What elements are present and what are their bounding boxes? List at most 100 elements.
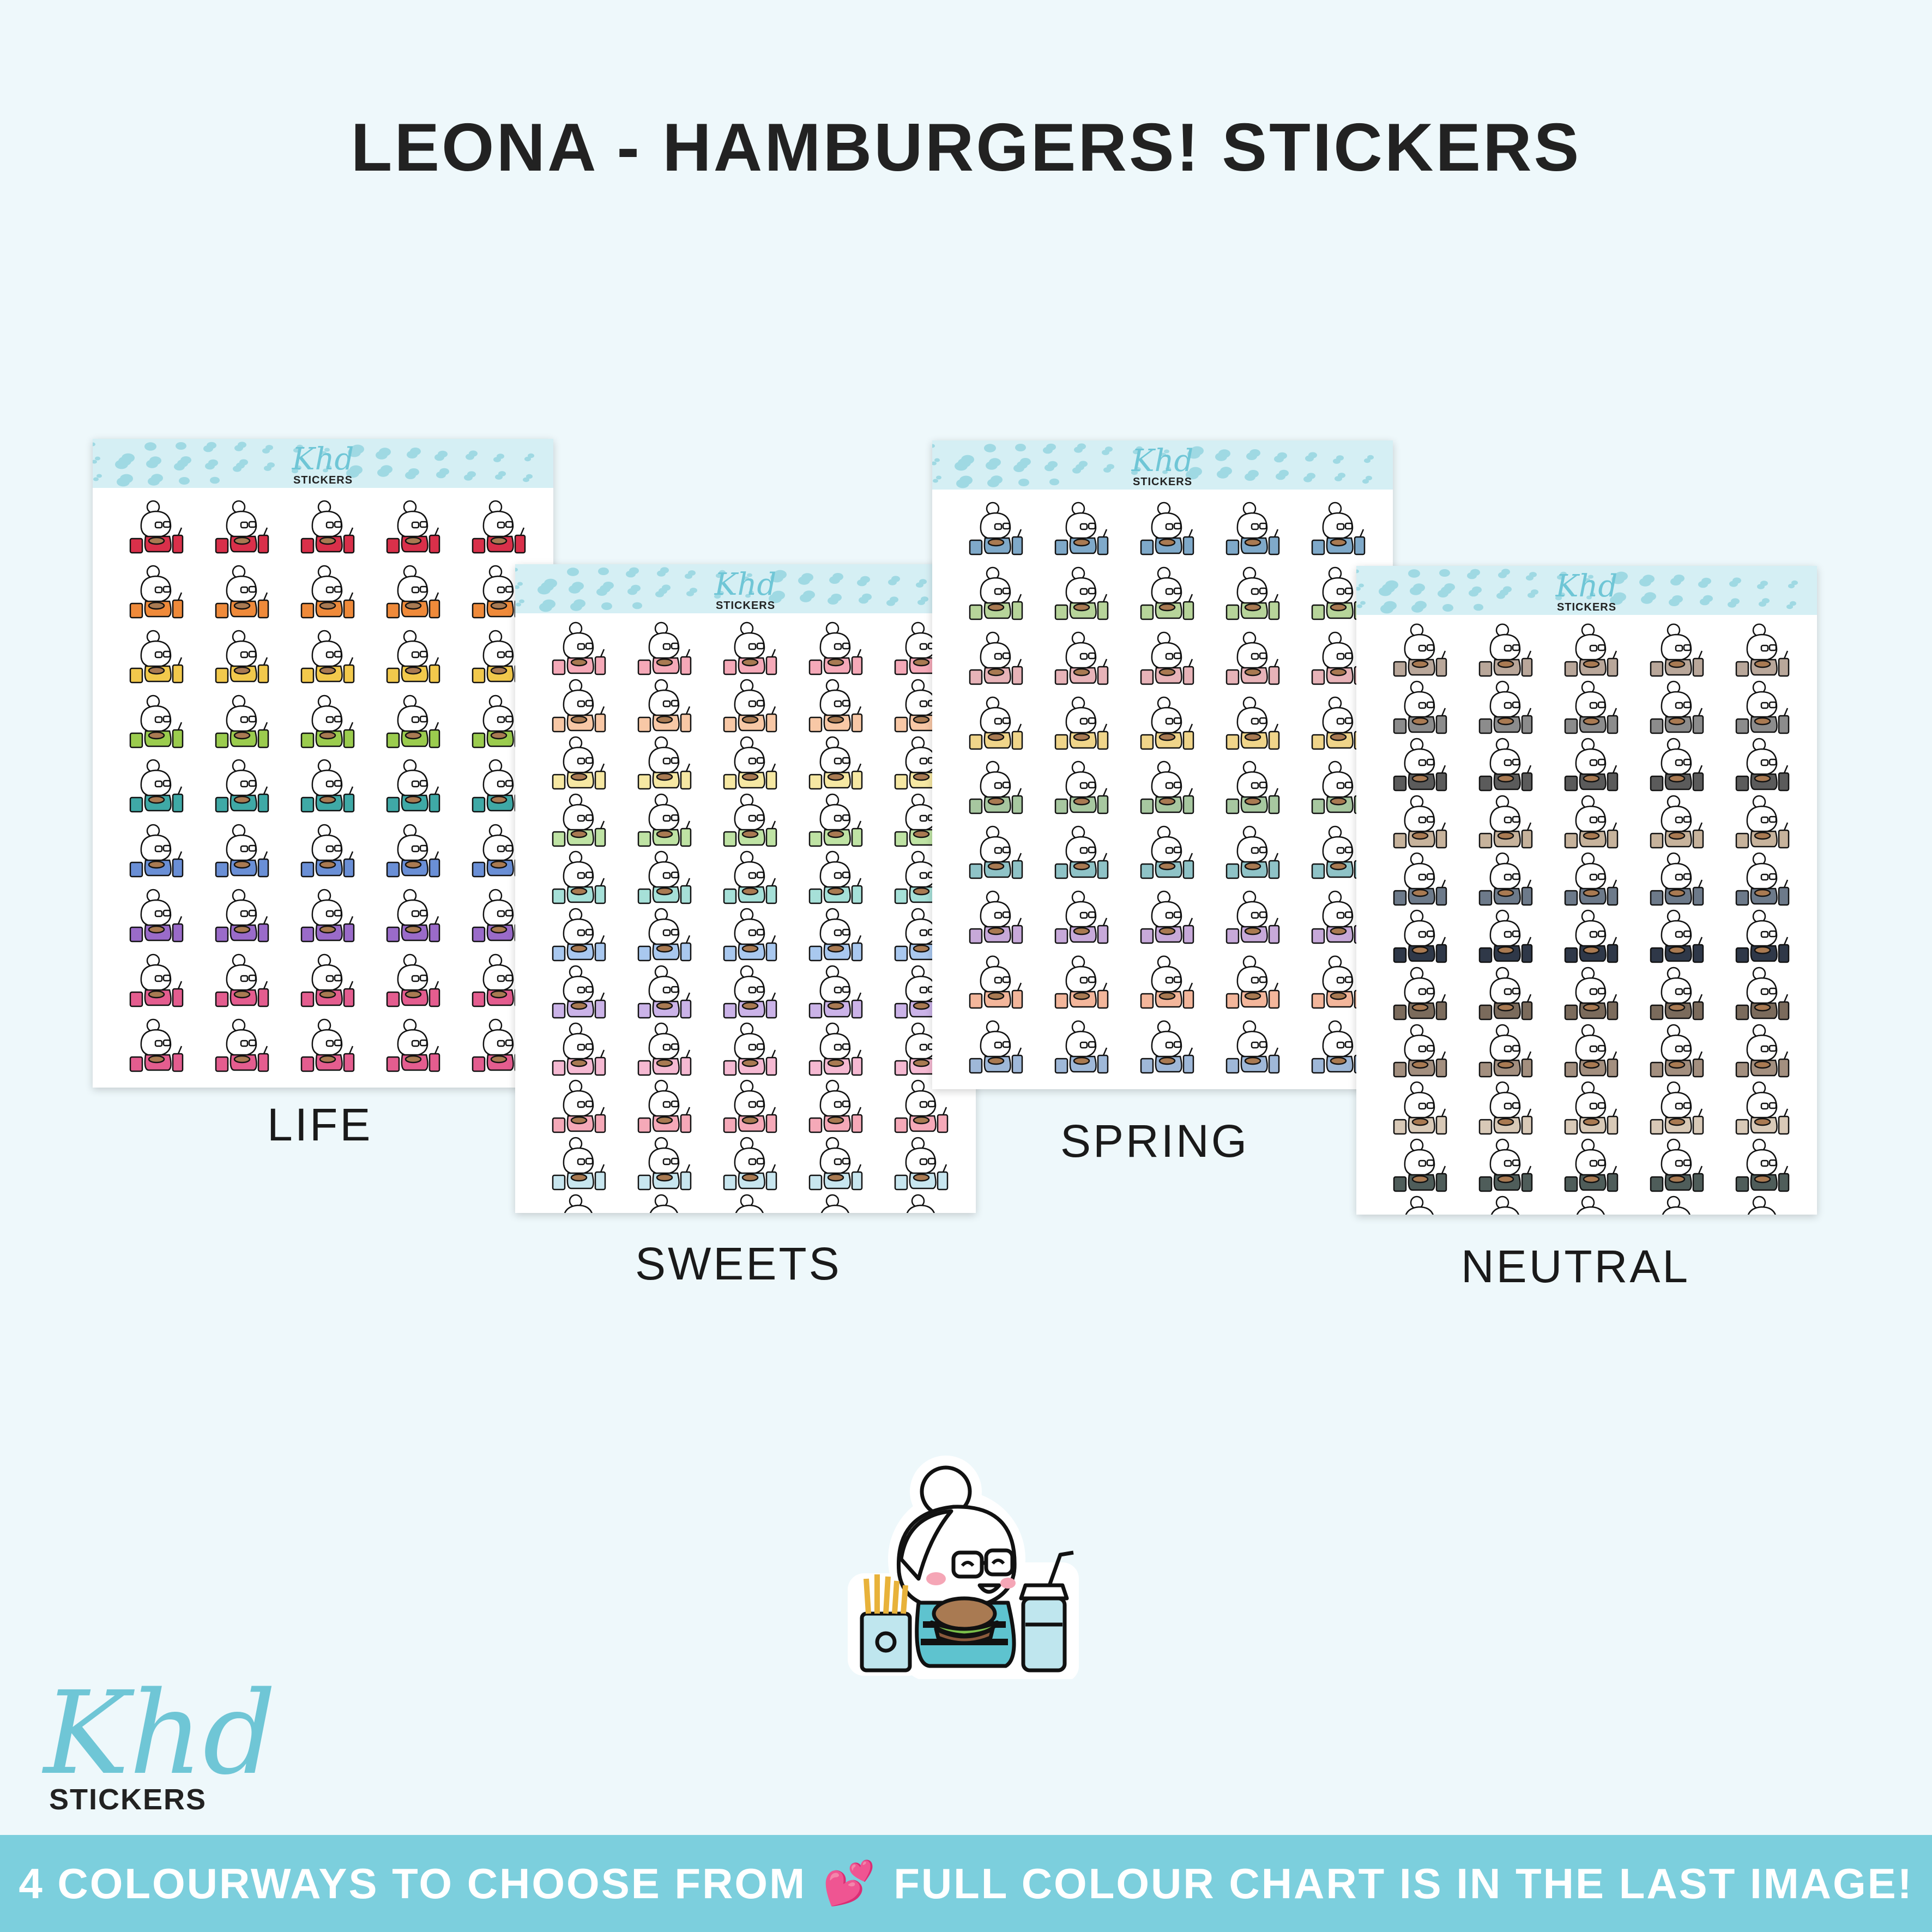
mini-sticker-icon [1393,738,1447,792]
mini-sticker-icon [300,565,354,619]
sticker-cell [794,1191,879,1213]
sticker-sheet-spring: Khd STICKERS [932,440,1393,1089]
mini-sticker-icon [1140,761,1194,814]
sticker-cell [1720,1021,1806,1078]
sticker-cell [623,848,708,905]
sticker-cell [879,962,965,1019]
sticker-cell [1040,884,1125,949]
sticker-cell [114,623,200,688]
sticker-cell [1040,754,1125,819]
sticker-cell [200,882,286,947]
sticker-cell [1125,754,1211,819]
mini-sticker-icon [1490,1196,1519,1215]
mini-sticker-icon [552,736,606,790]
sticker-grid [537,619,965,1213]
mini-sticker-icon [215,500,269,554]
mini-sticker-icon [552,850,606,904]
sticker-cell [1211,884,1296,949]
mini-sticker-icon [1478,1024,1532,1078]
sticker-cell [457,882,542,947]
sticker-cell [1211,690,1296,754]
mini-sticker-icon [969,1020,1023,1074]
mini-sticker-icon [552,679,606,733]
sticker-cell [708,1077,794,1134]
mini-sticker-icon [386,824,440,878]
sticker-cell [114,817,200,882]
bottom-banner: 4 COLOURWAYS TO CHOOSE FROM 💕 FULL COLOU… [0,1835,1932,1932]
sticker-cell [623,1019,708,1077]
heart-icon: 💕 [823,1859,878,1907]
sticker-cell [1040,690,1125,754]
banner-text-right: FULL COLOUR CHART IS IN THE LAST IMAGE! [893,1859,1913,1907]
mini-sticker-icon [1650,967,1704,1021]
mini-sticker-icon [129,889,183,943]
mini-sticker-icon [215,889,269,943]
sticker-cell [1720,849,1806,907]
mini-sticker-icon [1650,852,1704,906]
sticker-cell [371,817,457,882]
sticker-cell [537,676,623,733]
mini-sticker-icon [1650,738,1704,792]
mini-sticker-icon [300,695,354,748]
sticker-cell [1378,1136,1464,1193]
mini-sticker-icon [637,1137,691,1191]
sticker-cell [708,790,794,848]
sticker-cell [794,905,879,962]
mini-sticker-icon [808,736,862,790]
sticker-cell [1720,964,1806,1021]
mini-sticker-icon [1225,955,1279,1009]
mini-sticker-icon [1735,852,1789,906]
mini-sticker-icon [1478,1081,1532,1135]
mini-sticker-icon [820,1194,849,1213]
sticker-grid [954,495,1382,1078]
sticker-cell [1635,1021,1720,1078]
sticker-cell [623,1191,708,1213]
sticker-cell [708,676,794,733]
mini-sticker-icon [1564,1024,1618,1078]
mini-sticker-icon [386,500,440,554]
sticker-cell [1635,1193,1720,1215]
mini-sticker-icon [969,502,1023,556]
sticker-cell [708,733,794,790]
mini-sticker-icon [300,630,354,683]
mini-sticker-icon [215,565,269,619]
mini-sticker-icon [969,631,1023,685]
mini-sticker-icon [1054,891,1108,944]
sticker-cell [1464,792,1549,849]
mini-sticker-icon [969,826,1023,879]
sticker-cell [794,733,879,790]
mini-sticker-icon [1478,795,1532,849]
sticker-cell [286,493,371,558]
sticker-cell [1040,1013,1125,1078]
sticker-cell [1720,1078,1806,1136]
mini-sticker-icon [1225,826,1279,879]
sticker-cell [1464,1021,1549,1078]
sticker-cell [1464,1136,1549,1193]
sticker-cell [537,1019,623,1077]
mini-sticker-icon [1140,631,1194,685]
sticker-cell [954,625,1040,690]
mini-sticker-icon [1311,761,1365,814]
sticker-cell [1296,754,1382,819]
sticker-cell [200,558,286,623]
sticker-cell [1464,964,1549,1021]
sticker-cell [1378,849,1464,907]
sticker-cell [1635,964,1720,1021]
sticker-cell [1549,964,1635,1021]
mini-sticker-icon [1311,502,1365,556]
mini-sticker-icon [386,1018,440,1072]
mini-sticker-icon [969,891,1023,944]
mini-sticker-icon [723,1079,777,1133]
sticker-cell [954,560,1040,625]
mini-sticker-icon [894,1137,948,1191]
sticker-cell [1040,560,1125,625]
sticker-cell [537,848,623,905]
sticker-cell [794,1019,879,1077]
mini-sticker-icon [894,793,948,847]
sticker-cell [1378,1193,1464,1215]
mini-sticker-icon [808,621,862,675]
mini-sticker-icon [129,759,183,813]
sticker-cell [200,947,286,1012]
sticker-cell [1549,1136,1635,1193]
mini-sticker-icon [1054,826,1108,879]
